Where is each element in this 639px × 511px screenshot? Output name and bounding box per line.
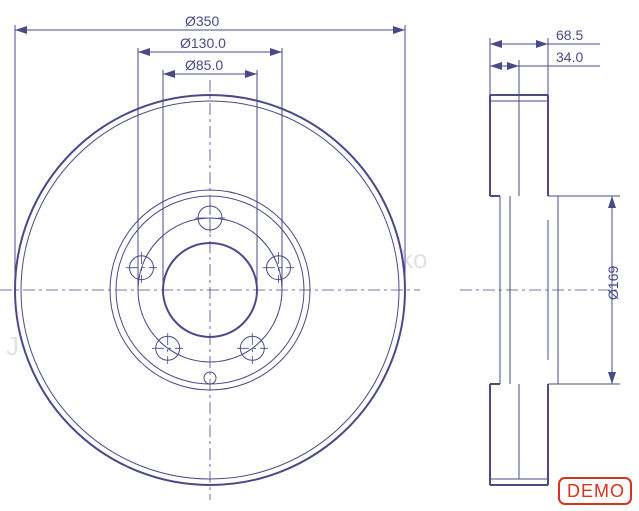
demo-stamp: DEMO <box>559 478 631 504</box>
dim-hub-diameter: Ø169 <box>558 196 621 384</box>
dim-inner-diameter: Ø85.0 <box>163 57 257 78</box>
dim-outer-label: Ø350 <box>185 13 219 29</box>
dim-hub-label: Ø169 <box>605 266 621 300</box>
dim-width-disc-label: 34.0 <box>556 49 583 65</box>
dim-width-overall: 68.5 <box>490 27 600 48</box>
front-view: Ø350 Ø130.0 Ø85.0 <box>0 13 420 500</box>
drawing-canvas: J ko <box>0 0 639 511</box>
dim-inner-label: Ø85.0 <box>185 57 223 73</box>
dim-mid-diameter: Ø130.0 <box>138 35 282 56</box>
dim-mid-label: Ø130.0 <box>180 35 226 51</box>
dim-outer-diameter: Ø350 <box>15 13 405 34</box>
demo-text: DEMO <box>567 481 625 501</box>
dim-width-overall-label: 68.5 <box>556 27 583 43</box>
side-view: 68.5 34.0 Ø169 <box>460 27 621 485</box>
dim-width-disc: 34.0 <box>490 49 600 70</box>
watermark-left: J <box>6 331 19 361</box>
